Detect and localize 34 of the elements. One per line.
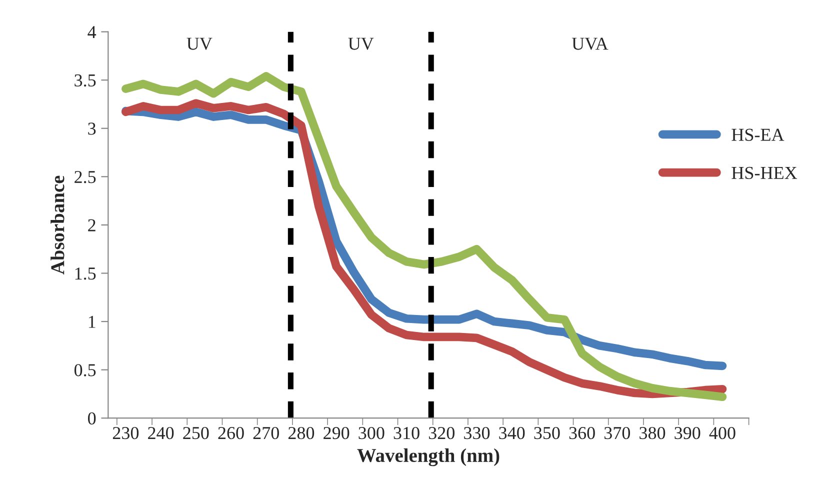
y-tick-label: 2.5: [74, 170, 96, 184]
x-tick-label: 400: [709, 426, 736, 440]
x-tick-label: 370: [604, 426, 630, 440]
x-tick-label: 320: [428, 426, 454, 440]
legend-label: HS-EA: [732, 128, 784, 141]
x-tick-label: 230: [112, 426, 139, 440]
legend-label: HS-HEX: [732, 166, 798, 180]
x-tick-label: 330: [464, 426, 490, 440]
y-tick-label: 0: [88, 412, 96, 425]
x-tick-label: 360: [569, 426, 595, 440]
y-tick-label: 3: [88, 122, 96, 135]
y-tick-label: 2: [88, 219, 96, 232]
x-tick-label: 290: [324, 426, 350, 440]
x-tick-label: 340: [499, 426, 525, 440]
y-tick-label: 1.5: [75, 268, 96, 280]
x-tick-label: 350: [534, 426, 560, 440]
y-axis-title: Absorbance: [50, 176, 64, 274]
x-axis-title: Wavelength (nm): [357, 448, 500, 466]
x-tick-label: 380: [640, 426, 666, 440]
y-tick-label: 4: [88, 26, 96, 38]
x-tick-label: 280: [288, 426, 314, 440]
annotation: UV: [186, 38, 212, 50]
x-tick-label: 390: [674, 426, 700, 440]
y-tick-label: 0.5: [74, 364, 96, 376]
x-tick-label: 310: [394, 426, 420, 440]
annotation: UV: [348, 38, 374, 50]
x-tick-label: 250: [183, 426, 209, 440]
x-tick-label: 270: [253, 426, 279, 440]
x-tick-label: 260: [218, 426, 244, 440]
x-tick-label: 240: [148, 426, 174, 440]
x-tick-label: 300: [358, 426, 384, 440]
y-tick-label: 3.5: [74, 74, 96, 87]
y-tick-label: 1: [88, 316, 96, 328]
annotation: UVA: [572, 38, 608, 50]
